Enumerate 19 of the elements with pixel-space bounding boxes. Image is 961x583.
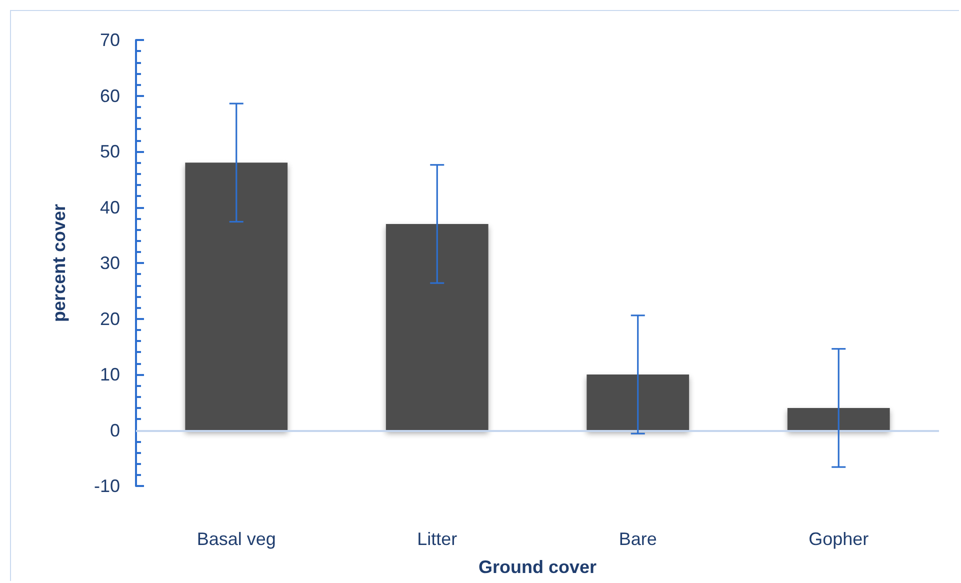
- bar: [586, 374, 690, 430]
- x-tick-label: Litter: [417, 529, 458, 549]
- x-tick-label: Gopher: [808, 529, 869, 549]
- y-tick-label: 10: [100, 364, 120, 384]
- y-tick-label: -10: [94, 476, 120, 496]
- y-tick-label: 70: [100, 30, 120, 50]
- y-tick-label: 30: [100, 253, 120, 273]
- bar: [787, 408, 890, 430]
- y-tick-label: 0: [110, 420, 120, 440]
- x-tick-label: Basal veg: [196, 529, 276, 549]
- y-tick-label: 40: [100, 197, 120, 218]
- y-tick-label: 20: [100, 308, 120, 329]
- y-tick-label: 60: [100, 86, 120, 106]
- y-tick-label: 50: [100, 142, 120, 162]
- x-tick-label: Bare: [618, 529, 657, 549]
- y-axis-title: percent cover: [49, 204, 69, 322]
- x-axis-title: Ground cover: [478, 557, 597, 577]
- bar: [386, 224, 488, 430]
- bar: [185, 162, 288, 430]
